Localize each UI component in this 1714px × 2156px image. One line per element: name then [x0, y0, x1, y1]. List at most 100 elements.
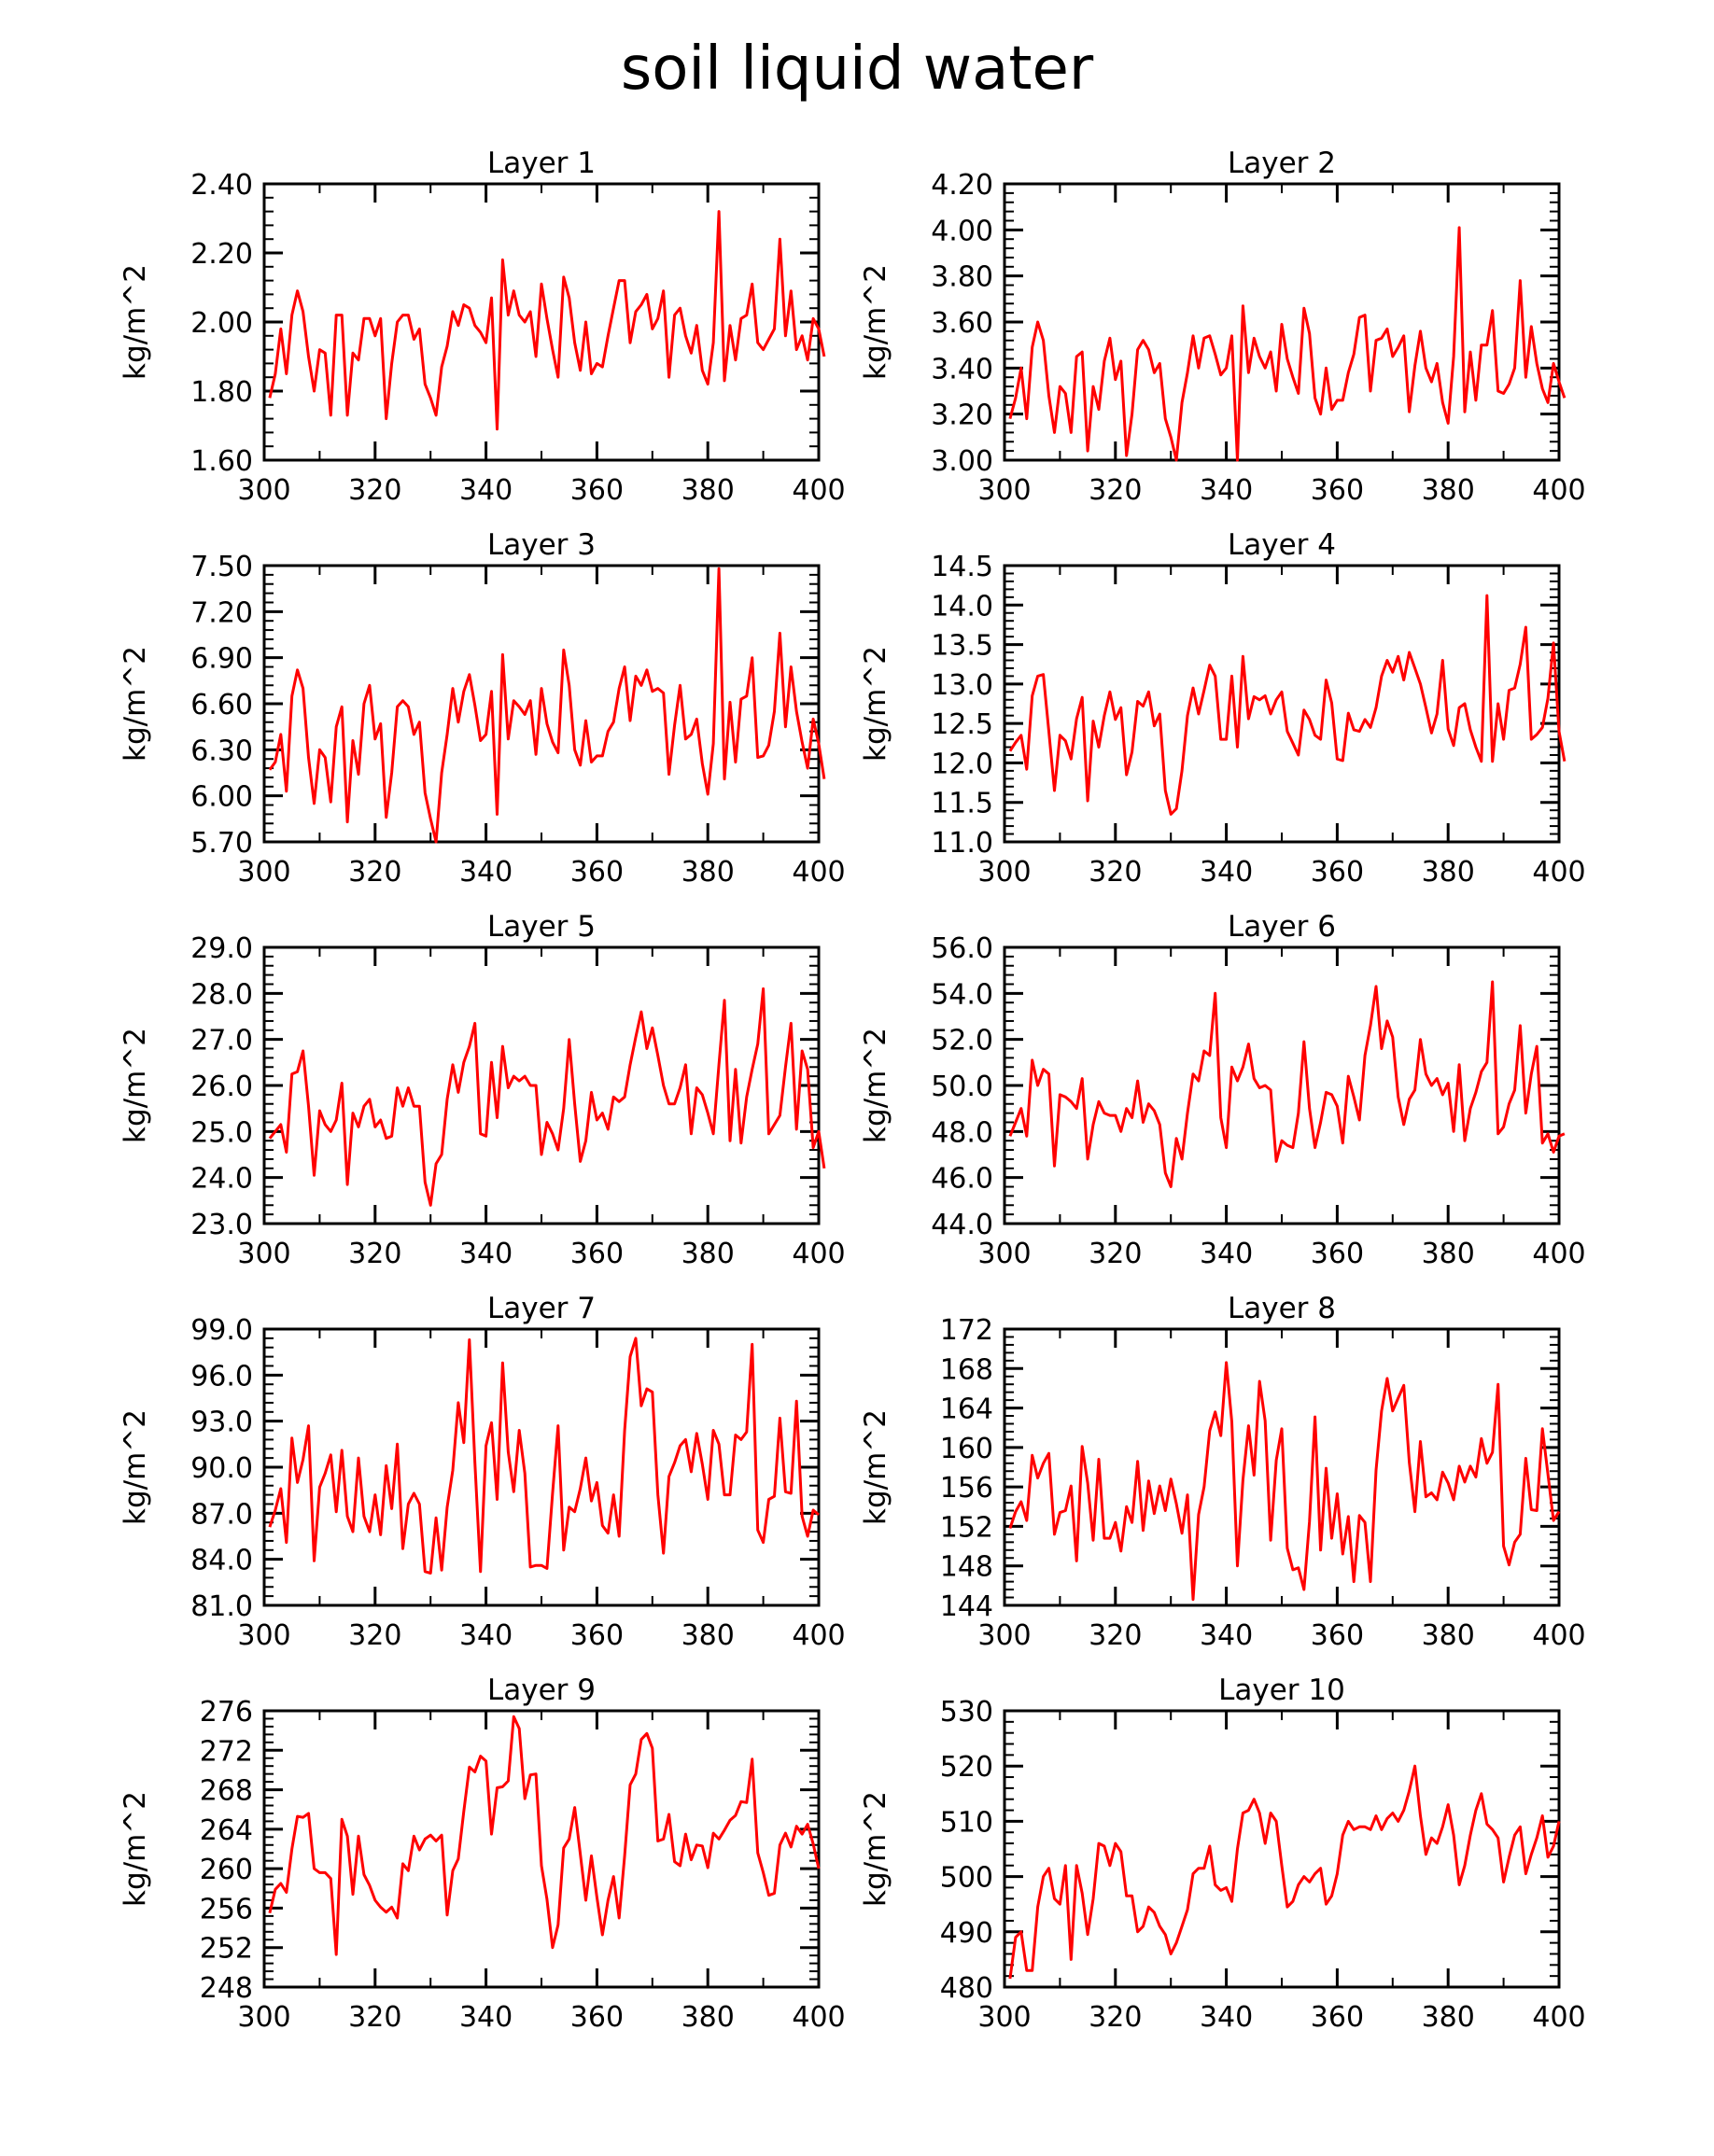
- y-tick-label: 6.30: [190, 735, 253, 767]
- x-tick-label: 380: [681, 474, 735, 507]
- y-tick-label: 164: [940, 1393, 993, 1426]
- y-tick-label: 172: [940, 1314, 993, 1347]
- y-tick-label: 264: [200, 1814, 253, 1847]
- x-tick-label: 380: [1422, 474, 1475, 507]
- y-tick-label: 168: [940, 1353, 993, 1386]
- data-series-line: [1008, 1764, 1561, 1980]
- data-series-line: [268, 210, 826, 431]
- y-axis-label: kg/m^2: [119, 264, 152, 380]
- y-tick-label: 252: [200, 1933, 253, 1966]
- x-tick-label: 380: [1422, 2001, 1475, 2034]
- y-tick-label: 26.0: [190, 1071, 253, 1103]
- y-tick-label: 56.0: [931, 932, 993, 965]
- y-tick-label: 480: [940, 1972, 993, 2005]
- x-tick-label: 400: [792, 856, 845, 889]
- y-tick-label: 14.0: [931, 590, 993, 623]
- x-tick-label: 320: [348, 1619, 401, 1652]
- x-tick-label: 300: [237, 856, 290, 889]
- y-axis-label: kg/m^2: [859, 264, 892, 380]
- panel-title: Layer 9: [487, 1673, 596, 1707]
- y-tick-label: 6.90: [190, 643, 253, 676]
- y-axis-label: kg/m^2: [119, 646, 152, 762]
- y-tick-label: 144: [940, 1590, 993, 1623]
- y-tick-label: 25.0: [190, 1116, 253, 1149]
- x-tick-label: 380: [1422, 856, 1475, 889]
- y-tick-label: 272: [200, 1735, 253, 1768]
- y-tick-label: 87.0: [190, 1498, 253, 1531]
- y-tick-label: 2.20: [190, 238, 253, 271]
- chart-panels: Layer 1 300 320 340 360 380 400 1.60 1.80 2.00 2.2…: [119, 147, 1586, 2034]
- y-tick-label: 28.0: [190, 978, 253, 1011]
- y-tick-label: 46.0: [931, 1163, 993, 1196]
- x-tick-label: 320: [348, 1238, 401, 1270]
- x-tick-label: 320: [348, 474, 401, 507]
- data-series-line: [1008, 1361, 1561, 1602]
- chart-panel-layer-5: Layer 5 300 320 340 360 380 400 23.0 24.0 25.0 26.…: [119, 910, 846, 1270]
- y-tick-label: 50.0: [931, 1071, 993, 1103]
- y-axis-label: kg/m^2: [859, 1791, 892, 1907]
- x-tick-label: 320: [1089, 1238, 1142, 1270]
- x-tick-label: 320: [348, 856, 401, 889]
- chart-panel-layer-1: Layer 1 300 320 340 360 380 400 1.60 1.80 2.00 2.2…: [119, 147, 846, 507]
- x-tick-label: 400: [1532, 1619, 1585, 1652]
- panel-title: Layer 6: [1228, 910, 1336, 944]
- x-tick-label: 320: [1089, 1619, 1142, 1652]
- y-tick-label: 93.0: [190, 1407, 253, 1439]
- y-tick-label: 99.0: [190, 1314, 253, 1347]
- figure-title: soil liquid water: [621, 35, 1094, 104]
- y-tick-label: 260: [200, 1854, 253, 1886]
- x-tick-label: 300: [977, 1238, 1031, 1270]
- y-tick-label: 13.5: [931, 630, 993, 663]
- plot-frame: [1003, 1709, 1561, 1989]
- x-tick-label: 360: [1311, 1238, 1364, 1270]
- data-series-line: [268, 1337, 820, 1575]
- x-tick-label: 340: [459, 1238, 513, 1270]
- x-tick-label: 400: [1532, 856, 1585, 889]
- x-tick-label: 400: [1532, 2001, 1585, 2034]
- x-tick-label: 320: [1089, 474, 1142, 507]
- data-series-line: [1008, 594, 1566, 816]
- y-tick-label: 4.20: [931, 169, 993, 202]
- y-tick-label: 4.00: [931, 215, 993, 247]
- data-series-line: [268, 1715, 821, 1956]
- panel-title: Layer 3: [487, 528, 596, 562]
- y-tick-label: 24.0: [190, 1163, 253, 1196]
- y-tick-label: 510: [940, 1806, 993, 1839]
- y-tick-label: 268: [200, 1775, 253, 1808]
- y-tick-label: 27.0: [190, 1025, 253, 1057]
- y-tick-label: 490: [940, 1917, 993, 1950]
- y-tick-label: 12.0: [931, 748, 993, 780]
- y-tick-label: 3.60: [931, 307, 993, 340]
- chart-panel-layer-10: Layer 10 300 320 340 360 380 400 480 490 500 510 52…: [859, 1673, 1586, 2034]
- x-tick-label: 400: [792, 1619, 845, 1652]
- y-axis-label: kg/m^2: [119, 1791, 152, 1907]
- y-tick-label: 7.50: [190, 551, 253, 583]
- y-tick-label: 48.0: [931, 1116, 993, 1149]
- y-tick-label: 276: [200, 1696, 253, 1729]
- x-tick-label: 340: [1200, 1619, 1253, 1652]
- y-tick-label: 3.20: [931, 399, 993, 432]
- x-tick-label: 360: [570, 856, 624, 889]
- y-tick-label: 3.40: [931, 353, 993, 385]
- y-tick-label: 14.5: [931, 551, 993, 583]
- x-tick-label: 340: [1200, 2001, 1253, 2034]
- data-series-line: [268, 567, 826, 844]
- x-tick-label: 340: [1200, 856, 1253, 889]
- x-tick-label: 320: [348, 2001, 401, 2034]
- y-tick-label: 530: [940, 1696, 993, 1729]
- plot-frame: [262, 1327, 821, 1607]
- x-tick-label: 360: [570, 474, 624, 507]
- y-tick-label: 11.0: [931, 827, 993, 860]
- y-tick-label: 90.0: [190, 1452, 253, 1485]
- y-tick-label: 12.5: [931, 708, 993, 741]
- y-axis-label: kg/m^2: [119, 1409, 152, 1525]
- x-tick-label: 400: [1532, 474, 1585, 507]
- x-tick-label: 400: [792, 1238, 845, 1270]
- x-tick-label: 360: [570, 1619, 624, 1652]
- y-axis-label: kg/m^2: [859, 646, 892, 762]
- y-tick-label: 96.0: [190, 1360, 253, 1393]
- chart-panel-layer-6: Layer 6 300 320 340 360 380 400 44.0 46.0 48.0 50.…: [859, 910, 1586, 1270]
- x-tick-label: 300: [237, 1619, 290, 1652]
- y-tick-label: 148: [940, 1551, 993, 1584]
